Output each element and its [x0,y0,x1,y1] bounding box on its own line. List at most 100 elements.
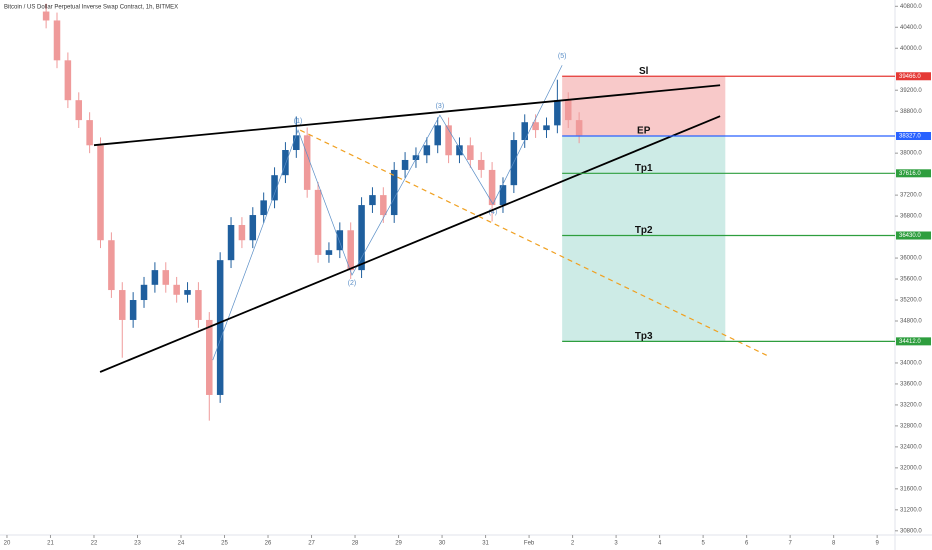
x-tick-label: 5 [701,541,705,547]
y-tick-label: 32000.0 [900,465,922,471]
candle-body [499,185,507,206]
level-price-label: 36430.0 [899,233,921,239]
x-tick-label: 7 [788,541,792,547]
x-tick-label: 21 [47,541,54,547]
level-price-box [896,72,931,81]
x-tick-label: 22 [91,541,98,547]
candle-body [282,150,289,176]
x-tick-label: 26 [265,541,272,547]
y-tick-label: 32800.0 [900,423,922,429]
candle-body [42,11,50,21]
x-tick-label: 4 [658,541,662,547]
x-tick-label: 9 [875,541,879,547]
candle-body [173,284,180,295]
y-tick-label: 35200.0 [900,298,922,304]
trendline [299,129,771,358]
candle-body [97,145,104,241]
wave-label: (4) [489,209,498,216]
trendline [93,84,721,147]
level-name: EP [637,126,651,137]
y-tick-label: 36000.0 [900,256,922,262]
y-tick-label: 32400.0 [900,444,922,450]
y-tick-label: 33600.0 [900,382,922,388]
y-tick-label: 30800.0 [900,528,922,534]
candle-body [249,215,257,241]
x-tick-label: 8 [832,541,836,547]
level-price-label: 34412.0 [899,339,921,345]
level-price-box [896,337,931,346]
candle-body [314,189,322,255]
trendline [99,115,721,373]
candle-body [564,100,572,121]
candle-body [325,250,333,255]
candle-body [151,270,159,285]
y-tick-label: 40800.0 [900,4,922,10]
level-name: Sl [639,66,649,77]
x-tick-label: 25 [221,541,228,547]
x-tick-label: 31 [482,541,489,547]
level-name: Tp3 [635,331,653,342]
candle-body [347,230,354,271]
candle-body [271,175,278,201]
wave-label: (3) [436,103,445,110]
y-tick-label: 40400.0 [900,25,922,31]
y-tick-label: 38800.0 [900,109,922,115]
candle-body [456,145,463,156]
level-price-label: 37616.0 [899,171,921,177]
level-name: Tp2 [635,225,653,236]
candle-body [554,100,561,126]
wave-label: (5) [558,53,567,60]
y-tick-label: 35600.0 [900,277,922,283]
x-tick-label: Feb [524,541,535,547]
wave-label: (2) [348,280,357,287]
y-tick-label: 39200.0 [900,88,922,94]
candle-body [53,20,61,61]
candle-body [162,270,170,285]
candle-body [543,125,550,131]
candle-body [434,125,441,146]
x-tick-label: 6 [745,541,749,547]
level-price-label: 38327.0 [899,134,921,140]
candle-body [75,100,83,121]
candle-body [521,122,528,141]
x-tick-label: 23 [134,541,141,547]
y-tick-label: 36800.0 [900,214,922,220]
candle-body [445,125,452,156]
candle-body [129,300,137,320]
candle-body [195,290,202,320]
level-price-box [896,132,931,141]
level-price-label: 39466.0 [899,74,921,80]
candle-body [184,290,191,295]
candle-body [412,155,420,160]
wave-label: (1) [294,118,303,125]
x-tick-label: 2 [571,541,575,547]
y-tick-label: 37200.0 [900,193,922,199]
candle-body [488,169,496,206]
chart-title: Bitcoin / US Dollar Perpetual Inverse Sw… [4,5,178,11]
candle-body [206,319,213,395]
candle-body [401,159,409,170]
candle-body [423,145,431,156]
candle-body [86,120,93,146]
candle-body [64,60,72,101]
y-tick-label: 31600.0 [900,486,922,492]
level-price-box [896,169,931,178]
candle-body [380,195,387,216]
candle-body [467,145,474,160]
candle-body [227,225,235,261]
candle-body [369,195,376,206]
level-price-box [896,231,931,240]
candle-body [477,159,485,170]
candle-body [575,120,583,136]
x-tick-label: 24 [178,541,185,547]
x-tick-label: 3 [614,541,618,547]
candle-body [293,135,300,151]
y-tick-label: 34800.0 [900,319,922,325]
candle-body [303,135,311,190]
x-tick-label: 29 [395,541,402,547]
wave-line [212,65,563,361]
candle-body [336,230,344,251]
x-tick-label: 20 [4,541,11,547]
y-tick-label: 31200.0 [900,507,922,513]
